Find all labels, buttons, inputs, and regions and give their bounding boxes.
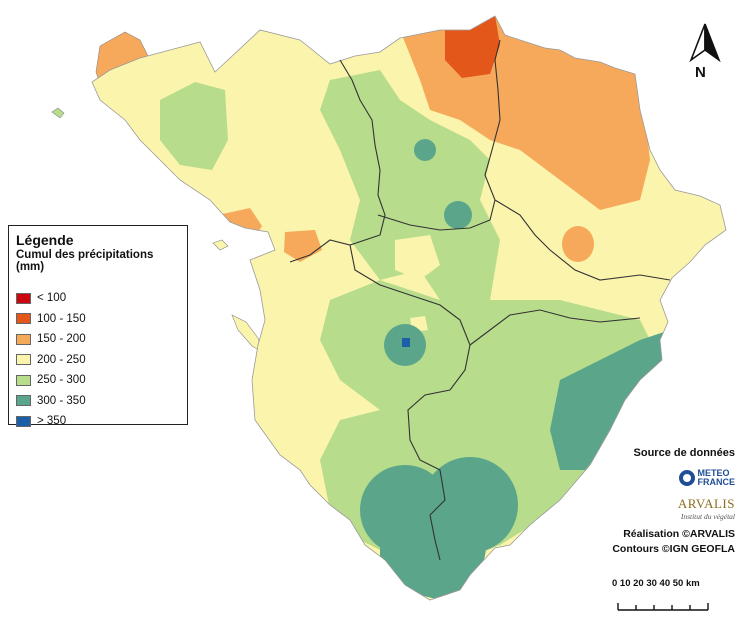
legend-item: 150 - 200 [16, 329, 180, 350]
meteo-line2: FRANCE [697, 477, 736, 487]
source-title: Source de données [633, 447, 735, 459]
island [212, 239, 229, 251]
north-arrow-icon [689, 23, 721, 63]
legend-label: > 350 [37, 415, 67, 428]
legend-swatch [16, 333, 31, 345]
realisation-credit: Réalisation ©ARVALIS [623, 528, 735, 540]
legend-label: 100 - 150 [37, 312, 86, 325]
contours-credit: Contours ©IGN GEOFLA [612, 543, 735, 555]
legend-label: < 100 [37, 292, 67, 305]
arvalis-name: ARVALIS [677, 496, 735, 511]
legend-items: < 100 100 - 150 150 - 200 200 - 250 250 - 30… [16, 288, 180, 432]
legend-swatch [16, 415, 31, 427]
arvalis-tagline: Institut du végétal [680, 512, 735, 521]
legend-swatch [16, 374, 31, 386]
legend-swatch [16, 354, 31, 366]
legend-item: > 350 [16, 411, 180, 432]
credits: Source de données METEO FRANCE ARVALIS I… [535, 447, 735, 557]
legend-swatch [16, 395, 31, 407]
legend-label: 150 - 200 [37, 333, 86, 346]
island [51, 107, 65, 119]
legend-subtitle: Cumul des précipitations (mm) [16, 249, 154, 273]
legend-item: 250 - 300 [16, 370, 180, 391]
legend-item: < 100 [16, 288, 180, 309]
legend-label: 250 - 300 [37, 374, 86, 387]
legend-swatch [16, 292, 31, 304]
legend-label: 200 - 250 [37, 353, 86, 366]
scale-ruler-icon [617, 603, 709, 611]
legend-item: 100 - 150 [16, 309, 180, 330]
north-arrow: N [684, 22, 726, 84]
meteo-france-logo: METEO FRANCE [678, 468, 736, 487]
scale-bar: 0 10 20 30 40 50 km [612, 578, 722, 618]
meteo-line1: METEO [697, 468, 730, 478]
legend-title: Légende [16, 232, 74, 248]
legend-item: 200 - 250 [16, 350, 180, 371]
region-outline [91, 15, 727, 601]
meteo-france-icon [678, 470, 695, 486]
north-label: N [695, 64, 706, 81]
legend-swatch [16, 313, 31, 325]
legend-item: 300 - 350 [16, 391, 180, 412]
legend-label: 300 - 350 [37, 394, 86, 407]
arvalis-logo: ARVALIS Institut du végétal [535, 497, 735, 523]
department-borders [289, 39, 671, 561]
legend: Légende Cumul des précipitations (mm) < … [8, 225, 188, 427]
scale-labels: 0 10 20 30 40 50 km [612, 578, 700, 589]
